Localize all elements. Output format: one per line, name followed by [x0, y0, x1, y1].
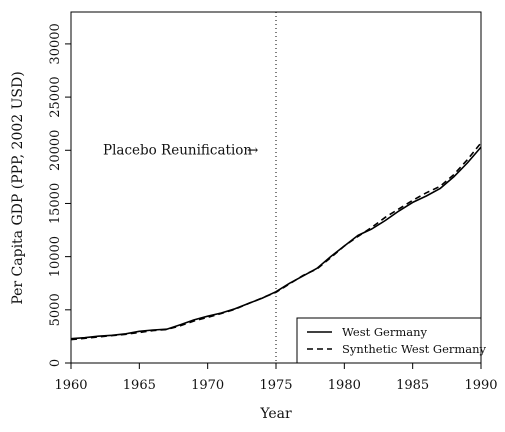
- y-tick-label-30000: 30000: [48, 23, 63, 64]
- annotation-label: Placebo Reunification: [103, 142, 252, 158]
- y-tick-label-5000: 5000: [48, 293, 63, 326]
- x-tick-label-1975: 1975: [259, 378, 292, 393]
- y-tick-label-25000: 25000: [48, 76, 63, 117]
- x-tick-label-1990: 1990: [464, 378, 497, 393]
- y-tick-label-15000: 15000: [48, 183, 63, 224]
- y-tick-label-10000: 10000: [48, 236, 63, 277]
- x-axis: 1960 1965 1970 1975 1980 1985 1990: [54, 363, 498, 393]
- legend-box: [296, 317, 482, 364]
- series-line-1: [70, 142, 482, 341]
- x-tick-label-1970: 1970: [191, 378, 224, 393]
- legend: West Germany Synthetic West Germany: [296, 317, 487, 364]
- x-tick-label-1965: 1965: [123, 378, 156, 393]
- y-tick-label-20000: 20000: [48, 130, 63, 171]
- x-axis-title: Year: [259, 406, 292, 422]
- x-tick-label-1960: 1960: [54, 378, 87, 393]
- series-line-0: [70, 146, 482, 340]
- x-tick-label-1985: 1985: [396, 378, 429, 393]
- y-axis-title: Per Capita GDP (PPP, 2002 USD): [10, 71, 26, 304]
- annotation-arrow: →: [247, 142, 258, 158]
- y-axis: 0 5000 10000 15000 20000 25000 30000: [48, 23, 71, 367]
- y-tick-label-0: 0: [48, 359, 63, 367]
- legend-label-synthetic: Synthetic West Germany: [342, 342, 487, 356]
- legend-label-west-germany: West Germany: [342, 325, 428, 339]
- series-layer: [70, 142, 482, 341]
- x-tick-label-1980: 1980: [328, 378, 361, 393]
